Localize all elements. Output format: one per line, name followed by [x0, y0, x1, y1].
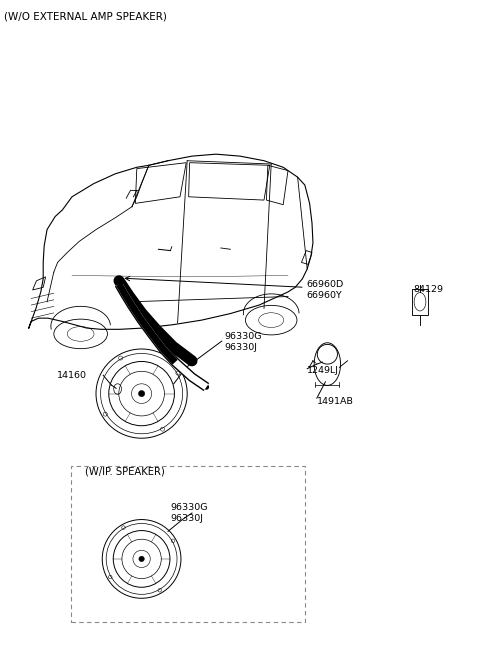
- Ellipse shape: [139, 556, 144, 562]
- Text: 66960D
66960Y: 66960D 66960Y: [306, 280, 344, 300]
- Text: 84129: 84129: [414, 285, 444, 295]
- Text: 1249LJ: 1249LJ: [307, 366, 339, 375]
- Text: 14160: 14160: [57, 371, 86, 380]
- Ellipse shape: [138, 390, 145, 397]
- Text: (W/IP. SPEAKER): (W/IP. SPEAKER): [85, 466, 165, 476]
- Bar: [412, 289, 429, 315]
- Text: (W/O EXTERNAL AMP SPEAKER): (W/O EXTERNAL AMP SPEAKER): [4, 12, 167, 22]
- Text: 96330G
96330J: 96330G 96330J: [225, 333, 262, 352]
- Bar: [71, 466, 305, 622]
- Text: 96330G
96330J: 96330G 96330J: [170, 503, 208, 523]
- Text: 1491AB: 1491AB: [317, 397, 354, 406]
